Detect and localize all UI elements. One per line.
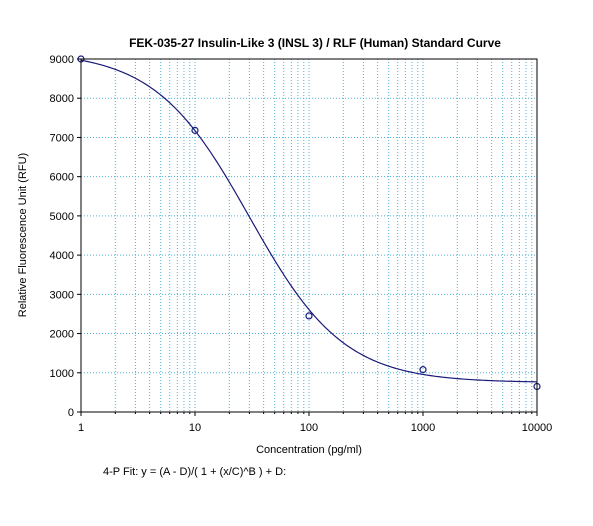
y-tick-label: 9000: [50, 54, 74, 66]
y-tick-label: 0: [68, 407, 74, 419]
x-tick-label: 10: [189, 422, 201, 434]
data-point: [305, 312, 313, 320]
x-tick-label: 10000: [522, 422, 553, 434]
data-points: [77, 55, 541, 391]
x-tick-label: 1000: [411, 422, 435, 434]
y-tick-label: 5000: [50, 211, 74, 223]
y-tick-label: 4000: [50, 250, 74, 262]
data-point: [419, 366, 427, 374]
data-point: [191, 126, 199, 134]
chart-title: FEK-035-27 Insulin-Like 3 (INSL 3) / RLF…: [129, 36, 501, 50]
axes: [77, 58, 538, 416]
y-axis-label: Relative Fluorescence Unit (RFU): [17, 153, 29, 317]
fit-equation-note: 4-P Fit: y = (A - D)/( 1 + (x/C)^B ) + D…: [103, 466, 287, 478]
y-tick-label: 6000: [50, 172, 74, 184]
y-tick-label: 7000: [50, 132, 74, 144]
x-tick-label: 100: [300, 422, 318, 434]
tick-labels: 0 1000 2000 3000 4000 5000 6000 7000 8000 9000 1 10…: [50, 54, 553, 434]
y-tick-label: 3000: [50, 289, 74, 301]
y-tick-label: 8000: [50, 93, 74, 105]
x-tick-label: 1: [78, 422, 84, 434]
fit-curve: [80, 59, 538, 383]
x-axis-label: Concentration (pg/ml): [256, 444, 362, 456]
y-tick-label: 1000: [50, 368, 74, 380]
fit-curve-layer: [80, 59, 538, 383]
grid: [81, 59, 537, 412]
y-tick-label: 2000: [50, 329, 74, 341]
